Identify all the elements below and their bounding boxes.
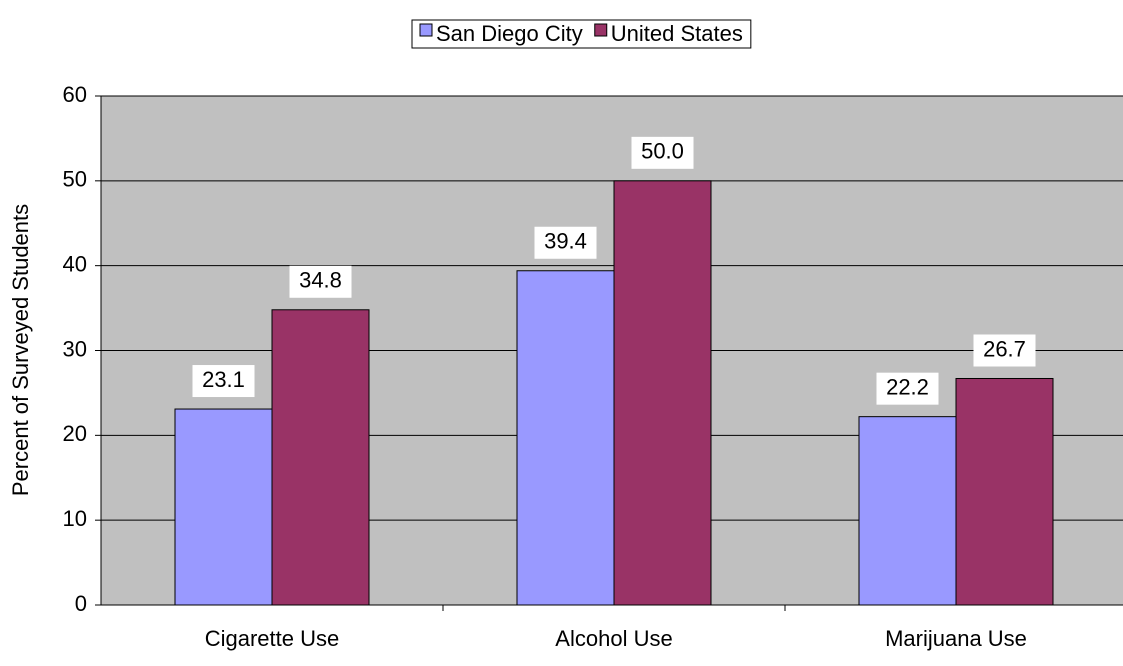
legend-label: United States <box>611 21 743 46</box>
data-label-bg <box>192 365 255 398</box>
data-label: 26.7 <box>983 336 1026 361</box>
data-label: 23.1 <box>202 367 245 392</box>
y-tick-label: 30 <box>63 336 87 361</box>
y-tick-label: 10 <box>63 506 87 531</box>
bar <box>955 377 1054 606</box>
x-tick-label: Marijuana Use <box>885 626 1027 651</box>
y-tick-label: 40 <box>63 251 87 276</box>
y-tick-label: 20 <box>63 421 87 446</box>
legend: San Diego City United States <box>411 19 752 49</box>
data-label-bg <box>973 334 1036 367</box>
data-label-bg <box>631 136 694 169</box>
x-tick-label: Alcohol Use <box>555 626 672 651</box>
bar <box>613 180 712 606</box>
legend-swatch <box>419 23 433 37</box>
data-label-bg <box>876 372 939 405</box>
data-label: 34.8 <box>299 268 342 293</box>
bar <box>174 408 273 606</box>
data-label-bg <box>534 226 597 259</box>
data-label-bg <box>289 265 352 298</box>
legend-box <box>411 19 752 49</box>
data-label: 50.0 <box>641 139 684 164</box>
y-axis-label: Percent of Surveyed Students <box>8 204 33 496</box>
data-label: 39.4 <box>544 229 587 254</box>
legend-label: San Diego City <box>436 21 583 46</box>
x-tick-label: Cigarette Use <box>205 626 340 651</box>
y-tick-label: 50 <box>63 167 87 192</box>
bar <box>858 416 957 606</box>
y-tick-label: 60 <box>63 82 87 107</box>
data-label: 22.2 <box>886 374 929 399</box>
bar <box>271 309 370 606</box>
legend-swatch <box>594 23 608 37</box>
y-tick-label: 0 <box>75 591 87 616</box>
bar <box>516 270 615 606</box>
